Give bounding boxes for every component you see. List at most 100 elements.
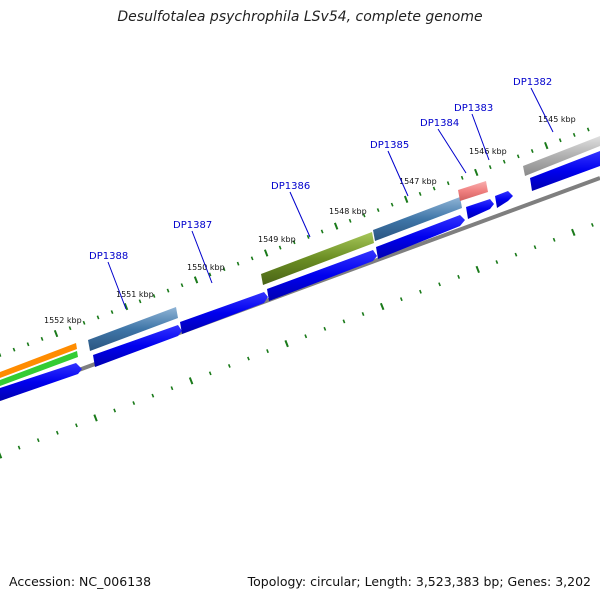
cds-arrow-dp1382 [530,151,600,191]
leader-line [191,230,213,284]
tick-label: 1546 kbp [469,147,507,156]
minor-tick [170,386,174,391]
tick-label: 1548 kbp [329,207,367,216]
feature-bar-dp1385 [373,197,462,241]
tick-label: 1552 kbp [44,316,82,325]
minor-tick [418,191,422,196]
minor-tick [222,267,226,272]
cds-track [0,151,600,401]
major-tick [263,249,269,257]
cds-arrow-dp1388 [93,325,182,367]
minor-tick [68,326,72,331]
accession-label: Accession: NC_006138 [9,574,152,589]
feature-bar-dp1384 [458,181,488,201]
gene-label-dp1383: DP1383 [454,103,493,114]
cds-arrow-dp1385 [376,215,465,259]
minor-tick [495,260,499,264]
feature-bar-orange [0,343,77,378]
minor-tick [572,132,576,137]
gene-label-dp1385: DP1385 [370,140,409,151]
minor-tick [166,288,170,293]
minor-tick [152,294,156,298]
minor-tick [96,315,100,320]
tick-labels: 1552 kbp 1551 kbp 1550 kbp 1549 kbp 1548… [44,115,576,325]
major-tick [475,265,480,274]
minor-tick [558,138,562,143]
feature-track [0,136,600,386]
outer-tick-track [0,127,590,357]
minor-tick [113,408,117,413]
minor-tick [516,154,520,159]
minor-tick [292,240,296,245]
minor-tick [446,181,450,186]
minor-tick [55,430,59,435]
minor-tick [306,234,310,239]
cds-arrow-dp1387 [180,292,268,334]
minor-tick [419,289,422,294]
minor-tick [514,252,518,257]
minor-tick [26,342,30,347]
feature-bar-dp1382 [523,136,600,176]
major-tick [474,168,479,177]
minor-tick [530,149,534,153]
tick-label: 1547 kbp [399,177,437,186]
major-tick [188,377,194,385]
minor-tick [590,222,594,227]
minor-tick [438,282,441,287]
minor-tick [457,274,461,279]
major-tick [0,452,3,459]
major-tick [193,276,199,284]
minor-tick [323,326,327,331]
leader-line [530,87,554,133]
major-tick [403,195,409,203]
minor-tick [180,283,184,288]
gene-labels: DP1388 DP1387 DP1386 DP1385 DP1384 DP138… [89,77,552,262]
leader-line [471,113,490,161]
feature-bar-dp1388 [88,307,178,351]
feature-bar-green [0,351,78,386]
gene-label-dp1386: DP1386 [271,181,310,192]
minor-tick [390,202,394,207]
minor-tick [266,349,269,354]
tick-label: 1549 kbp [258,235,296,244]
feature-bar-dp1386 [261,232,374,285]
minor-tick [488,165,492,170]
leader-line [437,128,467,174]
major-tick [284,340,289,348]
gene-label-dp1382: DP1382 [513,77,552,88]
minor-tick [132,401,136,405]
minor-tick [502,159,506,164]
major-tick [544,141,549,150]
minor-tick [399,297,403,302]
inner-tick-track [0,222,594,459]
minor-tick [208,371,212,376]
leader-line [289,191,311,238]
minor-tick [138,299,142,304]
minor-tick [36,438,40,443]
tick-label: 1545 kbp [538,115,576,124]
tick-label: 1551 kbp [116,290,154,299]
minor-tick [110,310,114,314]
major-tick [333,222,339,230]
minor-tick [0,353,2,357]
minor-tick [348,218,352,223]
minor-tick [552,237,556,242]
minor-tick [227,364,231,368]
minor-tick [432,186,436,191]
minor-tick [361,312,365,316]
leader-line [107,261,127,310]
major-tick [571,228,576,236]
minor-tick [304,334,308,339]
gene-label-dp1387: DP1387 [173,220,212,231]
minor-tick [17,445,21,450]
major-tick [93,414,98,422]
minor-tick [151,393,155,398]
minor-tick [278,245,282,250]
leader-line [387,150,409,197]
minor-tick [250,256,254,261]
minor-tick [82,320,86,325]
minor-tick [247,356,250,361]
minor-tick [376,208,380,212]
cds-arrow-dp1384 [466,199,494,219]
